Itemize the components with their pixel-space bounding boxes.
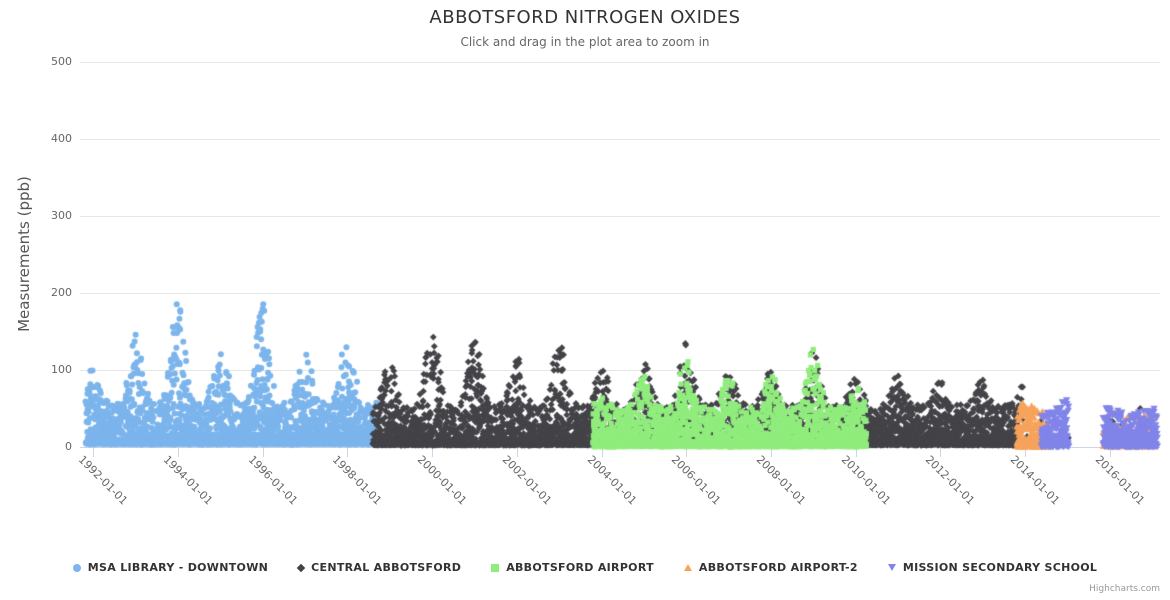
legend-item-label: MSA LIBRARY - DOWNTOWN [87,561,269,574]
legend-item-label: CENTRAL ABBOTSFORD [311,561,462,574]
legend-item-label: ABBOTSFORD AIRPORT [506,561,654,574]
legend-item-central-abbotsford[interactable]: CENTRAL ABBOTSFORD [296,561,462,574]
legend-item-msa-library-downtown[interactable]: MSA LIBRARY - DOWNTOWN [72,561,269,574]
circle-marker-icon [72,563,81,572]
legend-item-mission-secondary-school[interactable]: MISSION SECONDARY SCHOOL [887,561,1098,574]
legend: MSA LIBRARY - DOWNTOWN CENTRAL ABBOTSFORD… [0,561,1170,574]
legend-item-abbotsford-airport-2[interactable]: ABBOTSFORD AIRPORT-2 [683,561,858,574]
square-marker-icon [491,563,500,572]
legend-item-label: ABBOTSFORD AIRPORT-2 [698,561,858,574]
diamond-marker-icon [296,563,306,572]
triangle-up-marker-icon [683,564,692,571]
legend-item-label: MISSION SECONDARY SCHOOL [902,561,1098,574]
triangle-down-marker-icon [887,564,896,571]
highcharts-credit[interactable]: Highcharts.com [1089,584,1160,594]
legend-item-abbotsford-airport[interactable]: ABBOTSFORD AIRPORT [491,561,654,574]
